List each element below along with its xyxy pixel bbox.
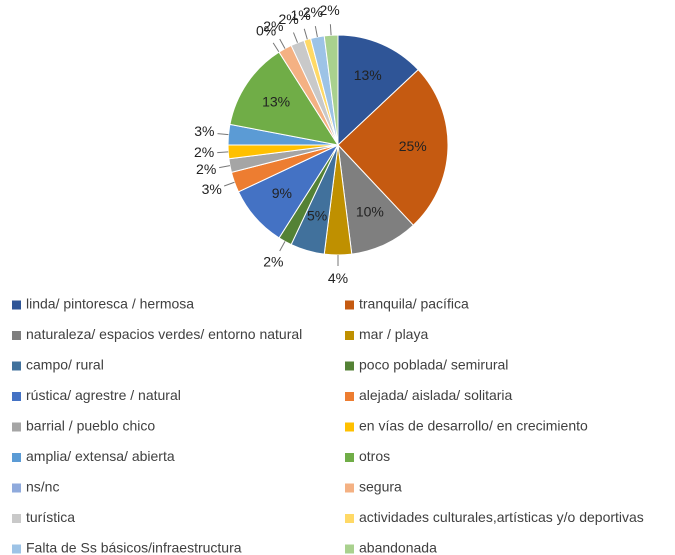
leader-line — [279, 38, 286, 49]
pie-slice — [229, 51, 340, 146]
legend-label: poco poblada/ semirural — [359, 357, 508, 373]
legend-swatch — [345, 392, 354, 401]
leader-line — [279, 241, 286, 252]
legend-swatch — [345, 544, 354, 554]
legend-swatch — [345, 331, 354, 340]
legend-label: actividades culturales,artísticas y/o de… — [359, 509, 644, 525]
legend-label: Falta de Ss básicos/infraestructura — [26, 540, 242, 555]
leader-line — [217, 133, 229, 136]
data-label: 3% — [194, 123, 214, 139]
leader-line — [292, 32, 298, 43]
legend-label: campo/ rural — [26, 357, 104, 373]
legend-swatch — [12, 392, 21, 401]
legend-label: amplia/ extensa/ abierta — [26, 448, 175, 464]
legend-swatch — [12, 361, 21, 371]
pie-slice — [337, 68, 449, 226]
legend-swatch — [345, 483, 354, 493]
pie-slice — [337, 34, 419, 147]
data-label: 13% — [354, 67, 382, 83]
legend-label: rústica/ agrestre / natural — [26, 387, 181, 403]
legend-label: ns/nc — [26, 479, 59, 495]
leader-line — [303, 28, 308, 40]
legend-swatch — [12, 300, 21, 310]
leader-line — [272, 42, 280, 53]
legend-swatch — [345, 300, 354, 310]
data-label: 4% — [328, 270, 348, 286]
legend-label: en vías de desarrollo/ en crecimiento — [359, 418, 588, 434]
legend-label: otros — [359, 448, 390, 464]
legend-swatch — [345, 453, 354, 462]
legend-swatch — [12, 544, 21, 554]
legend-label: abandonada — [359, 540, 437, 555]
legend-label: naturaleza/ espacios verdes/ entorno nat… — [26, 326, 302, 342]
data-label: 5% — [307, 208, 327, 224]
data-label: 13% — [262, 94, 290, 110]
legend-label: mar / playa — [359, 326, 428, 342]
data-label: 2% — [196, 161, 216, 177]
data-label: 10% — [356, 203, 384, 219]
legend-swatch — [345, 361, 354, 371]
legend-swatch — [345, 422, 354, 432]
data-label: 3% — [202, 181, 222, 197]
legend-label: linda/ pintoresca / hermosa — [26, 296, 194, 312]
leader-line — [217, 151, 229, 154]
leader-line — [314, 26, 318, 38]
data-label: 2% — [194, 144, 214, 160]
legend-label: turística — [26, 509, 75, 525]
data-label: 2% — [263, 18, 283, 34]
leader-line — [223, 181, 235, 187]
legend-label: segura — [359, 479, 402, 495]
legend-swatch — [12, 331, 21, 340]
legend-swatch — [12, 422, 21, 432]
legend-label: barrial / pueblo chico — [26, 418, 155, 434]
legend-label: tranquila/ pacífica — [359, 296, 469, 312]
data-label: 2% — [278, 11, 298, 27]
leader-line — [329, 24, 332, 36]
data-label: 25% — [399, 138, 427, 154]
legend-swatch — [12, 453, 21, 462]
data-label: 2% — [263, 253, 283, 269]
data-label: 9% — [272, 185, 292, 201]
data-label: 0% — [256, 22, 276, 38]
data-label: 2% — [319, 2, 339, 18]
data-label: 1% — [290, 7, 310, 23]
legend-swatch — [345, 514, 354, 523]
leader-line — [219, 165, 231, 169]
legend-swatch — [12, 514, 21, 523]
data-label: 2% — [303, 4, 323, 20]
legend-label: alejada/ aislada/ solitaria — [359, 387, 513, 403]
legend-swatch — [12, 483, 21, 493]
